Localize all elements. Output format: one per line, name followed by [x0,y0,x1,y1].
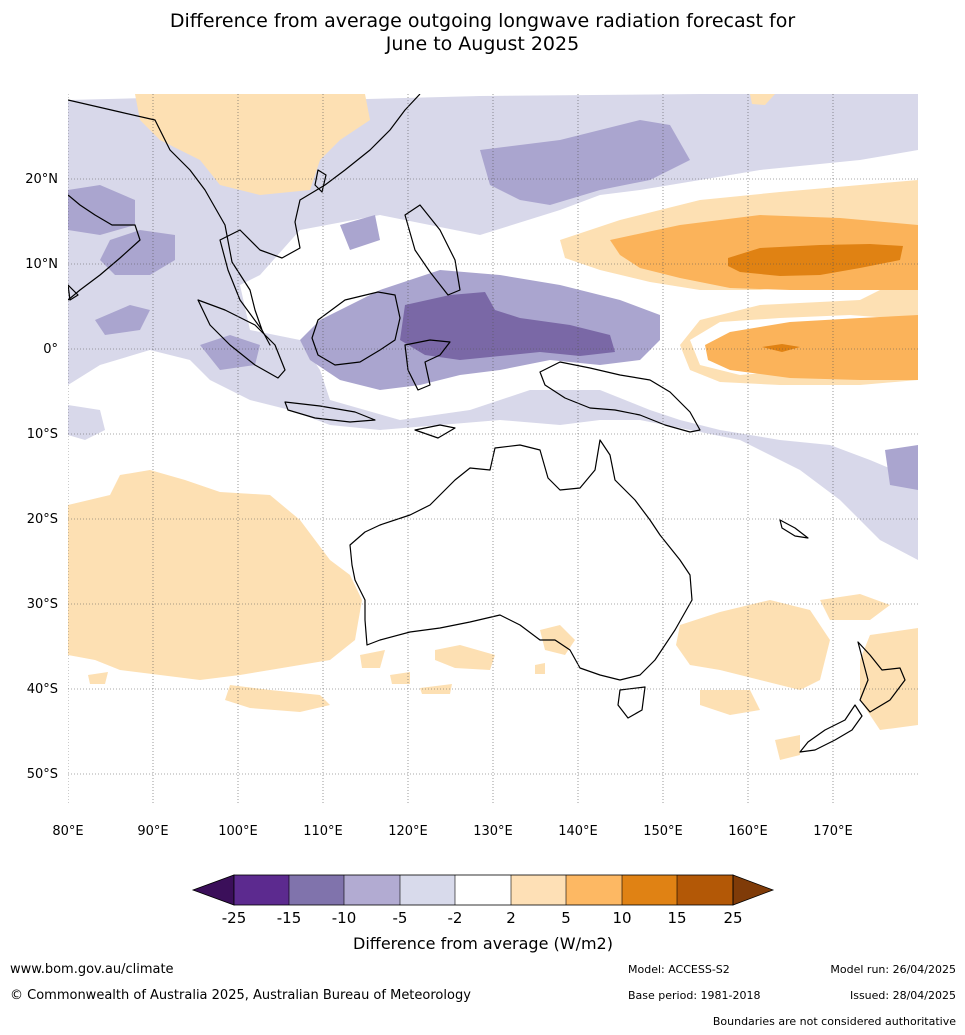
colorbar-low-arrow [191,874,235,906]
base-period-text: Base period: 1981-2018 [628,989,761,1002]
lon-label: 120°E [388,824,428,839]
anomaly-light-purple [68,94,918,560]
issued-text: Issued: 28/04/2025 [849,989,956,1002]
lat-label: 50°S [27,767,58,782]
colorbar-bin [566,875,622,905]
title-line-1: Difference from average outgoing longwav… [169,10,796,32]
colorbar-bin [511,875,566,905]
lon-label: 80°E [52,824,83,839]
lat-label: 0° [43,342,58,357]
borneo-outline [311,291,401,366]
colorbar-tick: 10 [612,909,631,927]
colorbar-bin [289,875,344,905]
lon-label: 150°E [643,824,683,839]
colorbar-tick: -5 [393,909,408,927]
model-text: Model: ACCESS-S2 [628,963,730,976]
java-outline [284,401,376,423]
colorbar-high-arrow [732,874,775,906]
philippines-outline [404,204,461,296]
sri-lanka-outline [68,284,79,301]
colorbar-title: Difference from average (W/m2) [353,934,613,953]
lat-label: 20°S [27,512,58,527]
new-zealand-south-outline [799,704,863,753]
india-coastline [68,194,141,301]
colorbar-tick: 25 [723,909,742,927]
colorbar-tick: -15 [277,909,302,927]
colorbar-tick: -2 [448,909,463,927]
colorbar-bin [400,875,455,905]
lon-labels: 80°E 90°E 100°E 110°E 120°E 130°E 140°E … [52,824,852,839]
taiwan-outline [314,169,327,193]
australia-outline [349,439,693,681]
colorbar-tick: -25 [222,909,247,927]
asia-coastline [68,94,421,346]
website-link[interactable]: www.bom.gov.au/climate [10,962,174,977]
colorbar-bin [234,875,289,905]
lon-label: 110°E [303,824,343,839]
lon-label: 170°E [813,824,853,839]
map-area [68,94,918,804]
sumatra-outline [197,299,286,379]
colorbar-bin [677,875,733,905]
lon-label: 100°E [218,824,258,839]
colorbar-bin [344,875,400,905]
lat-label: 40°S [27,682,58,697]
sulawesi-outline [404,339,451,391]
colorbar-tick: 2 [506,909,516,927]
lat-label: 10°N [25,257,58,272]
title-line-2: June to August 2025 [385,33,580,55]
timor-outline [414,424,456,439]
model-run-text: Model run: 26/04/2025 [830,963,956,976]
colorbar: -25 -15 -10 -5 -2 2 5 10 15 25 Differenc… [191,874,775,953]
disclaimer-text: Boundaries are not considered authoritat… [712,1015,956,1028]
lon-label: 90°E [137,824,168,839]
colorbar-tick: -10 [332,909,357,927]
colorbar-bin [455,875,511,905]
tasmania-outline [617,686,646,719]
lon-label: 140°E [558,824,598,839]
colorbar-tick: 15 [667,909,686,927]
lat-labels: 20°N 10°N 0° 10°S 20°S 30°S 40°S 50°S [25,172,58,782]
colorbar-tick: 5 [561,909,571,927]
anomaly-dark-orange [728,244,903,352]
anomaly-dark-purple [400,292,615,360]
new-zealand-north-outline [857,641,906,713]
land-outlines [68,94,906,753]
lat-label: 30°S [27,597,58,612]
colorbar-bin [622,875,677,905]
new-guinea-outline [539,361,701,433]
lat-label: 20°N [25,172,58,187]
page-title: Difference from average outgoing longwav… [0,10,965,56]
lon-label: 130°E [473,824,513,839]
copyright-text: © Commonwealth of Australia 2025, Austra… [10,988,471,1003]
lon-label: 160°E [728,824,768,839]
gridlines [68,94,918,804]
lat-label: 10°S [27,427,58,442]
new-caledonia-outline [779,519,809,539]
